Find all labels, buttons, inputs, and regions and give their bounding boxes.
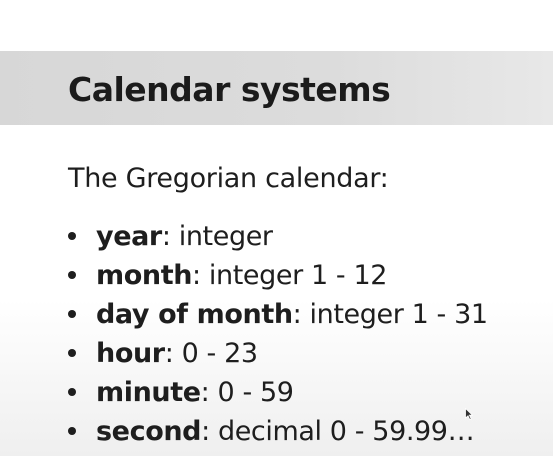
list-item: day of month: integer 1 - 31 [68,297,488,336]
bullet-term: month [96,260,193,291]
bullet-dot-icon [68,387,76,396]
bullet-term: day of month [96,299,293,330]
bullet-dot-icon [68,309,76,318]
bullet-term: minute [96,377,201,408]
bullet-description: : integer [161,221,273,252]
bullet-term: year [96,221,162,252]
bullet-description: : 0 - 23 [164,338,258,369]
bullet-description: : 0 - 59 [200,377,294,408]
slide-title: Calendar systems [68,70,391,109]
bullet-description: : integer 1 - 12 [192,260,388,291]
mouse-cursor-icon [465,408,473,420]
bullet-dot-icon [68,270,76,279]
bullet-term: second [96,416,202,447]
bullet-list: year: integer month: integer 1 - 12 day … [68,219,488,453]
list-item: year: integer [68,219,488,258]
list-item: hour: 0 - 23 [68,336,488,375]
bullet-description: : decimal 0 - 59.99… [201,416,475,447]
bullet-dot-icon [68,231,76,240]
title-bar [0,51,553,125]
list-item: second: decimal 0 - 59.99… [68,414,488,453]
bullet-term: hour [96,338,165,369]
bullet-description: : integer 1 - 31 [292,299,488,330]
bullet-dot-icon [68,348,76,357]
bullet-dot-icon [68,426,76,435]
intro-text: The Gregorian calendar: [68,163,389,194]
list-item: month: integer 1 - 12 [68,258,488,297]
list-item: minute: 0 - 59 [68,375,488,414]
